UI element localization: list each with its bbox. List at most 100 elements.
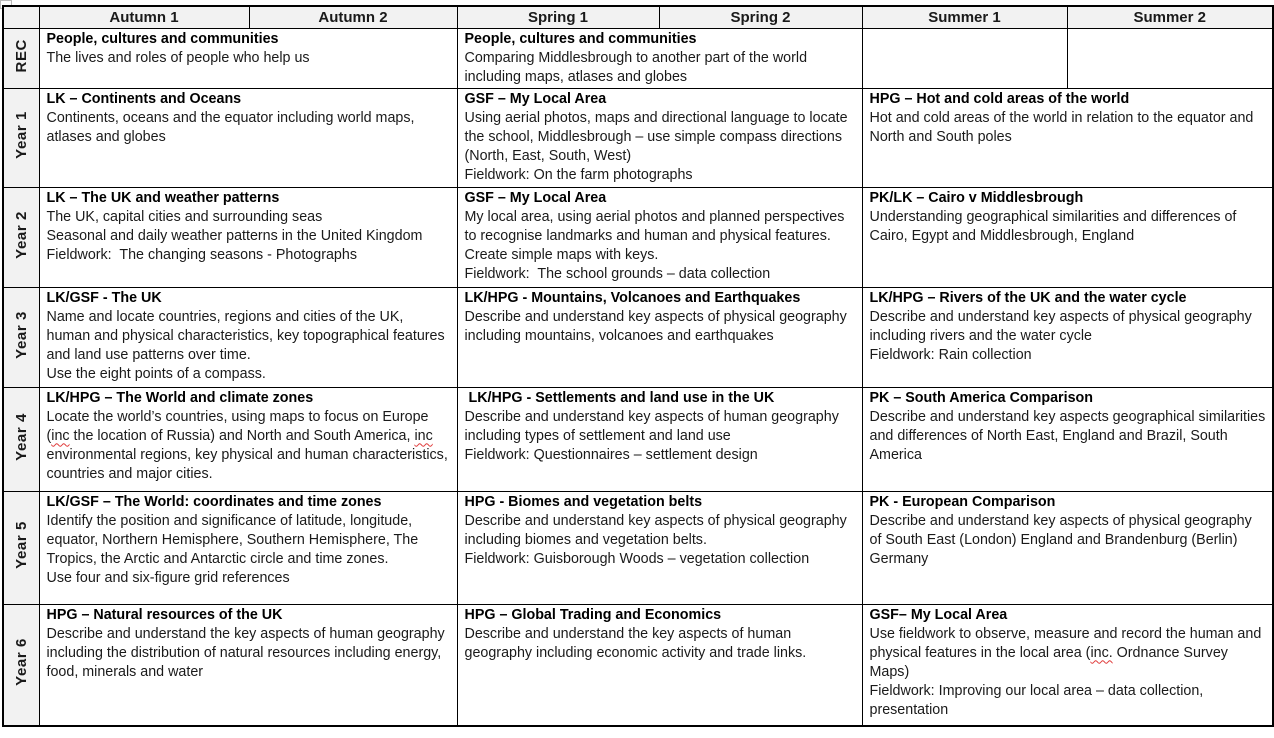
unit-cell: LK/HPG – The World and climate zones Loca… [38, 386, 458, 492]
unit-description-line: Describe and understand key aspects of p… [869, 512, 1256, 567]
unit-description-line: Describe and understand key aspects of h… [464, 408, 843, 444]
unit-description-line: Describe and understand the key aspects … [46, 625, 449, 680]
term-header-summer-1: Summer 1 [861, 5, 1068, 29]
year-label-cell-year-2: Year 2 [2, 186, 40, 288]
unit-cell: LK/HPG - Mountains, Volcanoes and Earthq… [456, 286, 863, 388]
unit-title: LK/HPG – Rivers of the UK and the water … [869, 289, 1187, 306]
unit-cell: People, cultures and communities The live… [38, 27, 458, 89]
term-header-spring-2: Spring 2 [658, 5, 863, 29]
unit-title: LK/GSF - The UK [46, 289, 162, 306]
unit-title: PK/LK – Cairo v Middlesbrough [869, 189, 1084, 206]
unit-cell [1066, 27, 1274, 89]
table-row-year-6: Year 6 HPG – Natural resources of the UK D… [2, 603, 1274, 727]
unit-description-line: My local area, using aerial photos and p… [464, 208, 849, 263]
unit-description-line: Continents, oceans and the equator inclu… [46, 109, 419, 145]
unit-cell: GSF – My Local Area Using aerial photos, … [456, 87, 863, 188]
unit-description-line: Fieldwork: Rain collection [869, 346, 1032, 363]
year-label-cell-rec: REC [2, 27, 40, 89]
unit-description-line: Locate the world’s countries, using maps… [46, 408, 452, 482]
unit-description-line: Fieldwork: Questionnaires – settlement d… [464, 446, 758, 463]
unit-cell: People, cultures and communities Comparin… [456, 27, 863, 89]
year-label: Year 5 [12, 521, 30, 569]
unit-title: GSF – My Local Area [464, 189, 607, 206]
year-label-cell-year-1: Year 1 [2, 87, 40, 188]
unit-cell: LK/HPG - Settlements and land use in the… [456, 386, 863, 492]
unit-description-line: Describe and understand key aspects of p… [869, 308, 1256, 344]
term-header-summer-2: Summer 2 [1066, 5, 1274, 29]
spellcheck-squiggle: inc [414, 427, 433, 444]
unit-cell: LK/GSF – The World: coordinates and time… [38, 490, 458, 605]
unit-cell: PK/LK – Cairo v Middlesbrough Understandi… [861, 186, 1274, 288]
unit-description-line: Name and locate countries, regions and c… [46, 308, 449, 363]
unit-title: HPG – Natural resources of the UK [46, 606, 283, 623]
unit-description-line: Fieldwork: Improving our local area – da… [869, 682, 1208, 718]
unit-title: LK – The UK and weather patterns [46, 189, 280, 206]
table-row-year-1: Year 1 LK – Continents and Oceans Continen… [2, 87, 1274, 188]
unit-title: GSF – My Local Area [464, 90, 607, 107]
unit-title: People, cultures and communities [46, 30, 279, 47]
table-row-rec: REC People, cultures and communities The l… [2, 27, 1274, 89]
unit-cell: HPG – Hot and cold areas of the world Hot… [861, 87, 1274, 188]
unit-description-line: Describe and understand key aspects of p… [464, 512, 851, 548]
curriculum-table: Autumn 1 Autumn 2 Spring 1 Spring 2 Summer 1… [2, 5, 1274, 727]
term-header-spring-1: Spring 1 [456, 5, 660, 29]
unit-cell: PK - European Comparison Describe and und… [861, 490, 1274, 605]
corner-cell [2, 5, 40, 29]
unit-description-line: Identify the position and significance o… [46, 512, 422, 567]
unit-description-line: The lives and roles of people who help u… [46, 49, 310, 66]
unit-description-line: Fieldwork: The changing seasons - Photog… [46, 246, 357, 263]
unit-title: LK/GSF – The World: coordinates and time… [46, 493, 382, 510]
year-label-cell-year-5: Year 5 [2, 490, 40, 605]
year-label-cell-year-3: Year 3 [2, 286, 40, 388]
unit-cell: GSF– My Local Area Use fieldwork to obser… [861, 603, 1274, 727]
unit-description-line: Describe and understand the key aspects … [464, 625, 807, 661]
unit-description-line: The UK, capital cities and surrounding s… [46, 208, 323, 225]
unit-description-line: Describe and understand key aspects of p… [464, 308, 851, 344]
unit-cell: HPG - Biomes and vegetation belts Describ… [456, 490, 863, 605]
unit-cell: LK – Continents and Oceans Continents, oc… [38, 87, 458, 188]
unit-cell: LK/HPG – Rivers of the UK and the water … [861, 286, 1274, 388]
unit-cell: LK/GSF - The UK Name and locate countries… [38, 286, 458, 388]
unit-description-line: Use the eight points of a compass. [46, 365, 266, 382]
unit-title: People, cultures and communities [464, 30, 697, 47]
term-header-autumn-2: Autumn 2 [248, 5, 458, 29]
unit-cell: GSF – My Local Area My local area, using … [456, 186, 863, 288]
year-label-cell-year-6: Year 6 [2, 603, 40, 727]
table-body: REC People, cultures and communities The l… [2, 27, 1274, 727]
unit-description-line: Fieldwork: On the farm photographs [464, 166, 693, 183]
unit-description-line: Use fieldwork to observe, measure and re… [869, 625, 1266, 680]
unit-title: HPG – Hot and cold areas of the world [869, 90, 1130, 107]
year-label: Year 4 [12, 412, 30, 461]
unit-description-line: Using aerial photos, maps and directiona… [464, 109, 852, 164]
spellcheck-squiggle: inc [51, 427, 70, 444]
header-row: Autumn 1 Autumn 2 Spring 1 Spring 2 Summer 1… [2, 5, 1274, 29]
unit-cell: LK – The UK and weather patterns The UK, … [38, 186, 458, 288]
year-label: Year 2 [12, 210, 30, 259]
unit-title: LK – Continents and Oceans [46, 90, 242, 107]
unit-description-line: Fieldwork: Guisborough Woods – vegetatio… [464, 550, 810, 567]
unit-title: LK/HPG - Settlements and land use in the… [464, 389, 775, 406]
unit-title: GSF– My Local Area [869, 606, 1008, 623]
unit-description-line: Fieldwork: The school grounds – data col… [464, 265, 771, 282]
table-row-year-4: Year 4 LK/HPG – The World and climate zon… [2, 386, 1274, 492]
year-label: Year 3 [12, 310, 30, 359]
unit-description-line: Seasonal and daily weather patterns in t… [46, 227, 423, 244]
unit-cell [861, 27, 1068, 89]
unit-cell: HPG – Natural resources of the UK Describ… [38, 603, 458, 727]
year-label: Year 1 [12, 111, 30, 159]
unit-title: LK/HPG – The World and climate zones [46, 389, 314, 406]
unit-description-line: Use four and six-figure grid references [46, 569, 290, 586]
unit-title: LK/HPG - Mountains, Volcanoes and Earthq… [464, 289, 801, 306]
unit-cell: PK – South America Comparison Describe an… [861, 386, 1274, 492]
unit-title: HPG - Biomes and vegetation belts [464, 493, 703, 510]
term-header-autumn-1: Autumn 1 [38, 5, 250, 29]
year-label: Year 6 [12, 638, 30, 687]
table-row-year-5: Year 5 LK/GSF – The World: coordinates an… [2, 490, 1274, 605]
unit-description-line: Hot and cold areas of the world in relat… [869, 109, 1258, 145]
unit-title: HPG – Global Trading and Economics [464, 606, 722, 623]
unit-title: PK - European Comparison [869, 493, 1056, 510]
year-label-cell-year-4: Year 4 [2, 386, 40, 492]
year-label: REC [12, 38, 30, 73]
table-row-year-2: Year 2 LK – The UK and weather patterns Th… [2, 186, 1274, 288]
